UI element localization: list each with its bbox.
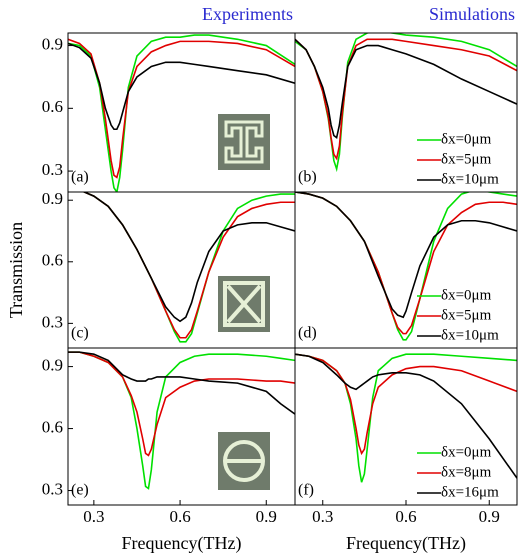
inset-srr	[218, 114, 270, 170]
x-tick-label: 0.3	[83, 507, 104, 526]
y-tick-label: 0.3	[42, 479, 63, 498]
figure: 0.3 0.6 0.9 (a) Experiments (b) Simulations δx=…	[0, 0, 518, 559]
legend-label: δx=5μm	[441, 307, 492, 323]
inset-cross	[218, 276, 270, 332]
legend-label: δx=0μm	[441, 287, 492, 303]
series-line	[295, 31, 517, 169]
x-axis-label: Frequency(THz)	[346, 533, 466, 554]
legend-label: δx=10μm	[441, 327, 499, 343]
panel-frame	[295, 192, 517, 348]
legend-label: δx=8μm	[441, 464, 492, 480]
y-tick-label: 0.9	[42, 34, 63, 53]
x-tick-label: 0.3	[312, 507, 333, 526]
column-title: Experiments	[202, 4, 293, 24]
plot-area	[295, 31, 517, 169]
inset-ring	[218, 432, 270, 490]
y-tick-label: 0.6	[42, 417, 63, 436]
legend-label: δx=10μm	[441, 171, 499, 187]
x-tick-label: 0.9	[256, 507, 277, 526]
panel-label: (c)	[71, 325, 89, 342]
legend-label: δx=5μm	[441, 151, 492, 167]
x-axis-label: Frequency(THz)	[122, 533, 242, 554]
panel-label: (a)	[71, 169, 89, 186]
x-tick-label: 0.6	[395, 507, 416, 526]
x-tick-label: 0.9	[479, 507, 500, 526]
y-tick-label: 0.3	[42, 312, 63, 331]
y-tick-label: 0.6	[42, 97, 63, 116]
x-tick-label: 0.6	[169, 507, 190, 526]
legend-label: δx=0μm	[441, 444, 492, 460]
y-tick-label: 0.9	[42, 189, 63, 208]
legend-label: δx=0μm	[441, 131, 492, 147]
panel-label: (e)	[71, 482, 89, 499]
panel-label: (d)	[298, 325, 317, 342]
series-line	[295, 354, 517, 453]
y-tick-label: 0.9	[42, 355, 63, 374]
y-tick-label: 0.6	[42, 251, 63, 270]
y-tick-label: 0.3	[42, 160, 63, 179]
plot-area	[295, 354, 517, 482]
legend-label: δx=16μm	[441, 484, 499, 500]
column-title: Simulations	[429, 4, 515, 24]
panel-label: (f)	[298, 482, 314, 499]
panel-frame	[295, 348, 517, 505]
panel-label: (b)	[298, 169, 317, 186]
y-axis-label: Transmission	[6, 222, 26, 318]
